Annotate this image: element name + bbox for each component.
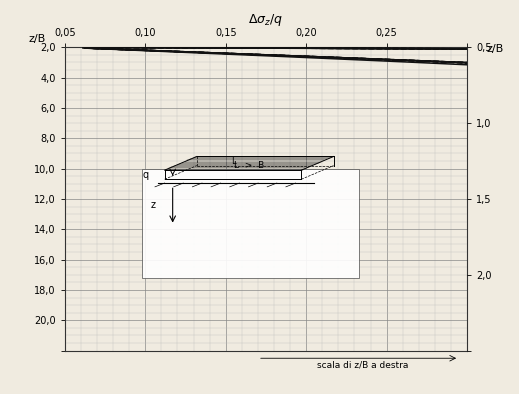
Text: scala di z/B a destra: scala di z/B a destra [317,361,408,370]
X-axis label: $\Delta\sigma_z/q$: $\Delta\sigma_z/q$ [249,12,283,28]
Y-axis label: z/B: z/B [28,34,45,44]
Y-axis label: z/B: z/B [487,44,504,54]
Bar [142,169,359,278]
Text: q: q [142,170,148,180]
Text: z: z [151,201,156,210]
Text: L  >  B: L > B [234,161,264,170]
Text: L: L [230,156,235,165]
